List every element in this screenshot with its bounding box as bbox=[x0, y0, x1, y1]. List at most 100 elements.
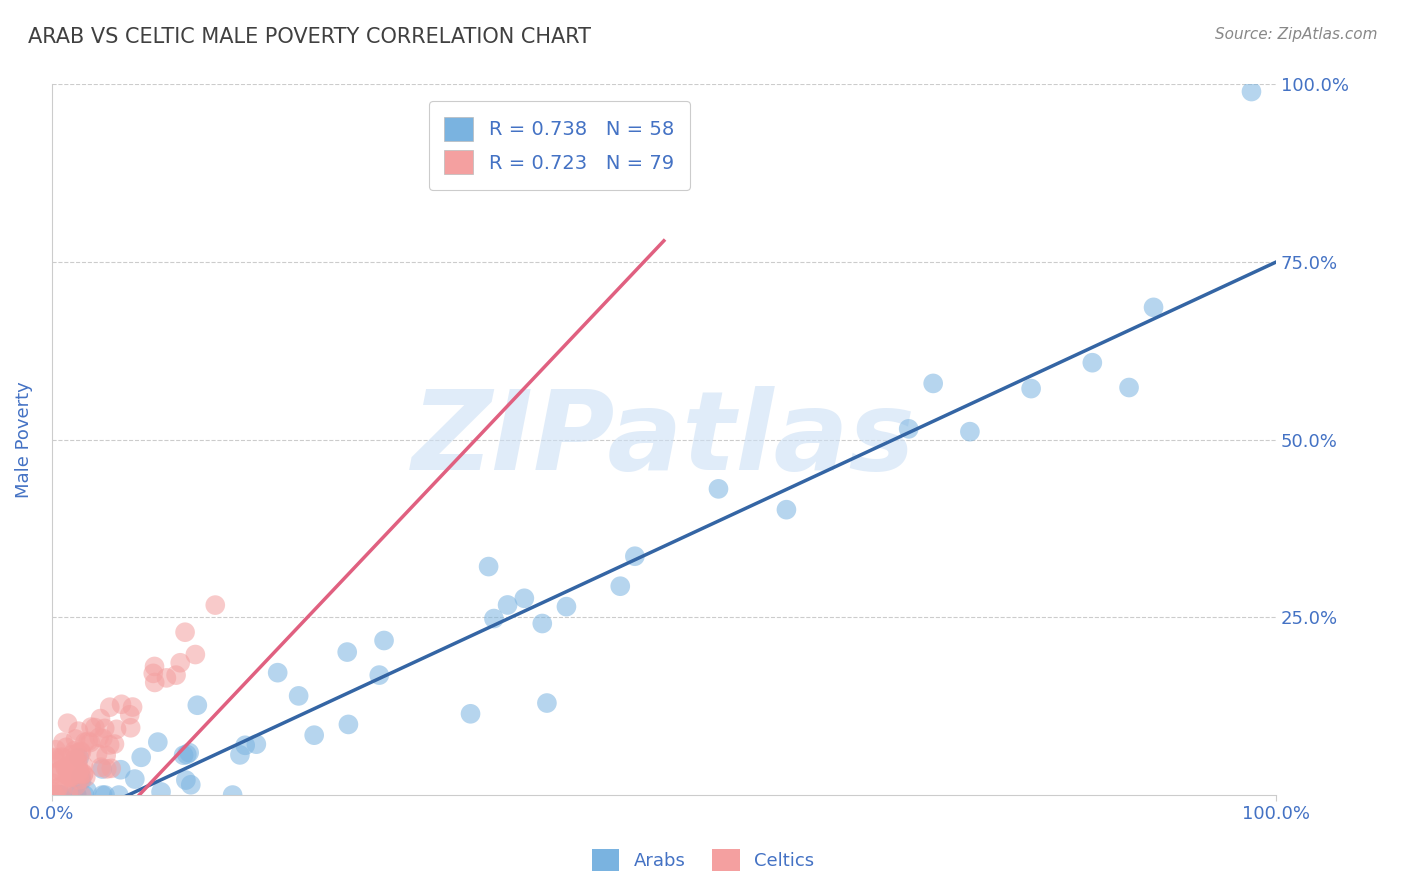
Point bbox=[478, 559, 501, 574]
Point bbox=[42, 751, 65, 765]
Point bbox=[63, 788, 86, 802]
Point bbox=[66, 746, 89, 760]
Point bbox=[42, 776, 65, 790]
Y-axis label: Male Poverty: Male Poverty bbox=[15, 382, 32, 498]
Point bbox=[91, 731, 114, 746]
Point bbox=[67, 724, 90, 739]
Point bbox=[89, 712, 111, 726]
Point bbox=[179, 746, 201, 760]
Point bbox=[98, 738, 121, 752]
Point bbox=[96, 762, 118, 776]
Point bbox=[51, 783, 73, 797]
Point bbox=[120, 721, 142, 735]
Point bbox=[72, 767, 94, 781]
Point bbox=[45, 742, 67, 756]
Point bbox=[60, 766, 83, 780]
Point bbox=[46, 780, 69, 795]
Point bbox=[67, 758, 90, 772]
Point bbox=[86, 747, 108, 761]
Point bbox=[75, 770, 97, 784]
Point bbox=[186, 698, 208, 713]
Point bbox=[67, 763, 90, 777]
Point bbox=[69, 772, 91, 787]
Point bbox=[70, 746, 93, 760]
Point bbox=[52, 751, 75, 765]
Point bbox=[70, 773, 93, 788]
Point bbox=[44, 788, 66, 802]
Point bbox=[66, 753, 89, 767]
Text: ARAB VS CELTIC MALE POVERTY CORRELATION CHART: ARAB VS CELTIC MALE POVERTY CORRELATION … bbox=[28, 27, 591, 46]
Point bbox=[52, 735, 75, 749]
Point bbox=[48, 788, 70, 802]
Point bbox=[204, 598, 226, 612]
Point bbox=[76, 783, 98, 797]
Point bbox=[184, 648, 207, 662]
Point bbox=[63, 767, 86, 781]
Point bbox=[266, 665, 288, 680]
Point bbox=[83, 721, 105, 735]
Point bbox=[56, 716, 79, 731]
Point bbox=[65, 752, 87, 766]
Point bbox=[105, 723, 128, 737]
Point bbox=[233, 739, 256, 753]
Point bbox=[77, 734, 100, 748]
Point bbox=[67, 750, 90, 764]
Point bbox=[110, 698, 132, 712]
Point bbox=[174, 773, 197, 788]
Point bbox=[51, 788, 73, 802]
Point bbox=[536, 696, 558, 710]
Point bbox=[94, 788, 117, 802]
Point bbox=[336, 645, 359, 659]
Point bbox=[53, 761, 76, 775]
Point bbox=[118, 707, 141, 722]
Point bbox=[229, 747, 252, 762]
Point bbox=[100, 761, 122, 775]
Point bbox=[65, 731, 87, 746]
Point bbox=[155, 671, 177, 685]
Point bbox=[165, 668, 187, 682]
Text: Source: ZipAtlas.com: Source: ZipAtlas.com bbox=[1215, 27, 1378, 42]
Point bbox=[124, 772, 146, 786]
Point bbox=[174, 625, 197, 640]
Legend: R = 0.738   N = 58, R = 0.723   N = 79: R = 0.738 N = 58, R = 0.723 N = 79 bbox=[429, 102, 690, 189]
Point bbox=[368, 668, 391, 682]
Point bbox=[67, 764, 90, 779]
Point bbox=[66, 788, 89, 802]
Point bbox=[91, 762, 114, 776]
Point bbox=[65, 779, 87, 793]
Point bbox=[146, 735, 169, 749]
Point bbox=[70, 788, 93, 802]
Point bbox=[79, 735, 101, 749]
Point bbox=[51, 750, 73, 764]
Point bbox=[531, 616, 554, 631]
Point bbox=[96, 748, 118, 763]
Point bbox=[337, 717, 360, 731]
Point bbox=[1081, 356, 1104, 370]
Point bbox=[63, 744, 86, 758]
Point bbox=[555, 599, 578, 614]
Point bbox=[89, 731, 111, 745]
Point bbox=[90, 760, 112, 774]
Point bbox=[142, 666, 165, 681]
Point bbox=[180, 778, 202, 792]
Point bbox=[176, 747, 198, 762]
Point bbox=[221, 788, 243, 802]
Point bbox=[143, 675, 166, 690]
Point bbox=[173, 748, 195, 763]
Point bbox=[129, 750, 152, 764]
Point bbox=[107, 788, 129, 802]
Point bbox=[482, 611, 505, 625]
Point bbox=[46, 764, 69, 779]
Point bbox=[44, 766, 66, 780]
Point bbox=[150, 785, 173, 799]
Point bbox=[93, 722, 115, 736]
Point bbox=[1142, 301, 1164, 315]
Point bbox=[513, 591, 536, 606]
Point bbox=[46, 781, 69, 796]
Point bbox=[1240, 85, 1263, 99]
Point bbox=[496, 598, 519, 612]
Point bbox=[59, 771, 82, 785]
Point bbox=[1118, 380, 1140, 394]
Point bbox=[103, 737, 125, 751]
Point bbox=[460, 706, 482, 721]
